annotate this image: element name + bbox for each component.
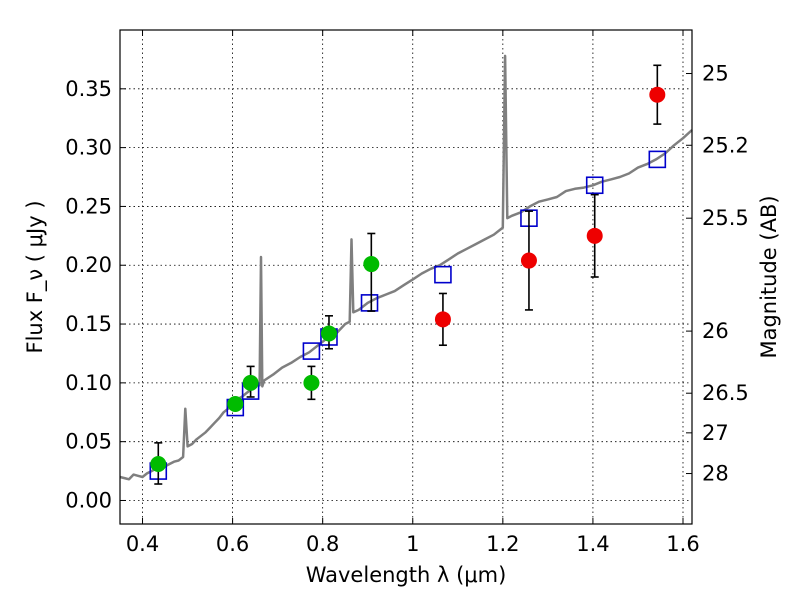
green-data-point <box>150 456 167 473</box>
x-tick-label: 1.4 <box>576 532 609 556</box>
observed-point-layer <box>150 86 666 473</box>
y2-axis-label: Magnitude (AB) <box>757 195 781 358</box>
grid-lines <box>120 30 692 524</box>
x-tick-label: 0.8 <box>306 532 339 556</box>
y-tick-label: 0.20 <box>65 253 112 277</box>
green-data-point <box>242 374 259 391</box>
y-axis-label: Flux F_ν ( μJy ) <box>23 200 48 353</box>
green-data-point <box>320 325 337 342</box>
y-tick-label: 0.10 <box>65 371 112 395</box>
red-data-point <box>586 227 603 244</box>
y2-tick-label: 25.5 <box>702 206 749 230</box>
x-tick-label: 1.6 <box>666 532 699 556</box>
green-data-point <box>363 256 380 273</box>
x-tick-label: 0.4 <box>126 532 159 556</box>
y2-tick-label: 28 <box>702 462 729 486</box>
green-data-point <box>303 374 320 391</box>
y-tick-label: 0.25 <box>65 194 112 218</box>
y-tick-label: 0.05 <box>65 430 112 454</box>
plot-area <box>120 30 692 524</box>
y2-tick-label: 26.5 <box>702 381 749 405</box>
plot-frame <box>119 29 693 525</box>
red-data-point <box>434 311 451 328</box>
y2-tick-label: 26 <box>702 319 729 343</box>
model-flux-square <box>434 265 452 284</box>
y-tick-label: 0.00 <box>65 488 112 512</box>
x-axis-label: Wavelength λ (μm) <box>306 563 507 587</box>
tick-layer: 0.4 0.6 0.8 1 1.2 1.4 1.6 0.00 0.05 0.10 0.15 0.20 0… <box>65 30 749 556</box>
x-tick-label: 1 <box>406 532 419 556</box>
model-flux-square <box>302 342 321 360</box>
y-tick-label: 0.35 <box>65 77 112 101</box>
x-tick-label: 1.2 <box>486 532 519 556</box>
green-data-point <box>227 396 244 413</box>
model-flux-square <box>585 176 604 195</box>
model-flux-square <box>648 150 667 169</box>
red-data-point <box>520 252 537 269</box>
y2-tick-label: 25.2 <box>702 133 749 157</box>
red-data-point <box>649 86 666 103</box>
y2-tick-label: 27 <box>702 421 729 445</box>
y-tick-label: 0.30 <box>65 136 112 160</box>
y-tick-label: 0.15 <box>65 312 112 336</box>
y2-tick-label: 25 <box>702 62 729 86</box>
x-tick-label: 0.6 <box>216 532 249 556</box>
